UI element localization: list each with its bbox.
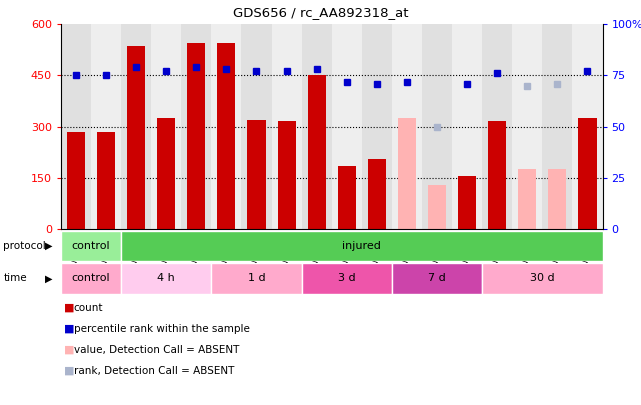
- Text: time: time: [3, 273, 27, 283]
- Bar: [61, 231, 121, 261]
- Text: protocol: protocol: [3, 241, 46, 251]
- Bar: [121, 231, 603, 261]
- Text: ■: ■: [64, 345, 74, 355]
- Bar: [542, 24, 572, 229]
- Bar: [512, 24, 542, 229]
- Bar: [452, 24, 482, 229]
- Bar: [91, 24, 121, 229]
- Bar: [572, 24, 603, 229]
- Bar: [247, 120, 265, 229]
- Text: ■: ■: [64, 366, 74, 376]
- Bar: [121, 263, 212, 294]
- Bar: [97, 132, 115, 229]
- Bar: [398, 118, 416, 229]
- Bar: [151, 24, 181, 229]
- Bar: [482, 263, 603, 294]
- Bar: [121, 24, 151, 229]
- Bar: [519, 169, 537, 229]
- Bar: [308, 75, 326, 229]
- Bar: [578, 118, 597, 229]
- Text: 1 d: 1 d: [247, 273, 265, 283]
- Bar: [338, 166, 356, 229]
- Text: control: control: [72, 273, 110, 283]
- Bar: [482, 24, 512, 229]
- Bar: [187, 43, 205, 229]
- Bar: [302, 263, 392, 294]
- Bar: [302, 24, 332, 229]
- Bar: [212, 263, 302, 294]
- Text: count: count: [74, 303, 103, 313]
- Bar: [278, 122, 296, 229]
- Bar: [212, 24, 242, 229]
- Bar: [217, 43, 235, 229]
- Bar: [392, 24, 422, 229]
- Text: 7 d: 7 d: [428, 273, 446, 283]
- Bar: [332, 24, 362, 229]
- Bar: [362, 24, 392, 229]
- Text: rank, Detection Call = ABSENT: rank, Detection Call = ABSENT: [74, 366, 234, 376]
- Text: ▶: ▶: [45, 241, 53, 251]
- Bar: [392, 263, 482, 294]
- Bar: [458, 176, 476, 229]
- Bar: [368, 159, 386, 229]
- Bar: [488, 122, 506, 229]
- Bar: [181, 24, 212, 229]
- Text: control: control: [72, 241, 110, 251]
- Bar: [242, 24, 272, 229]
- Bar: [549, 169, 567, 229]
- Text: percentile rank within the sample: percentile rank within the sample: [74, 324, 249, 334]
- Bar: [157, 118, 175, 229]
- Bar: [61, 24, 91, 229]
- Bar: [127, 47, 145, 229]
- Text: GDS656 / rc_AA892318_at: GDS656 / rc_AA892318_at: [233, 6, 408, 19]
- Text: 3 d: 3 d: [338, 273, 356, 283]
- Bar: [67, 132, 85, 229]
- Bar: [428, 185, 446, 229]
- Bar: [272, 24, 302, 229]
- Text: value, Detection Call = ABSENT: value, Detection Call = ABSENT: [74, 345, 239, 355]
- Bar: [422, 24, 452, 229]
- Text: ■: ■: [64, 324, 74, 334]
- Text: 4 h: 4 h: [157, 273, 175, 283]
- Text: 30 d: 30 d: [530, 273, 554, 283]
- Bar: [61, 263, 121, 294]
- Text: injured: injured: [342, 241, 381, 251]
- Text: ▶: ▶: [45, 273, 53, 283]
- Text: ■: ■: [64, 303, 74, 313]
